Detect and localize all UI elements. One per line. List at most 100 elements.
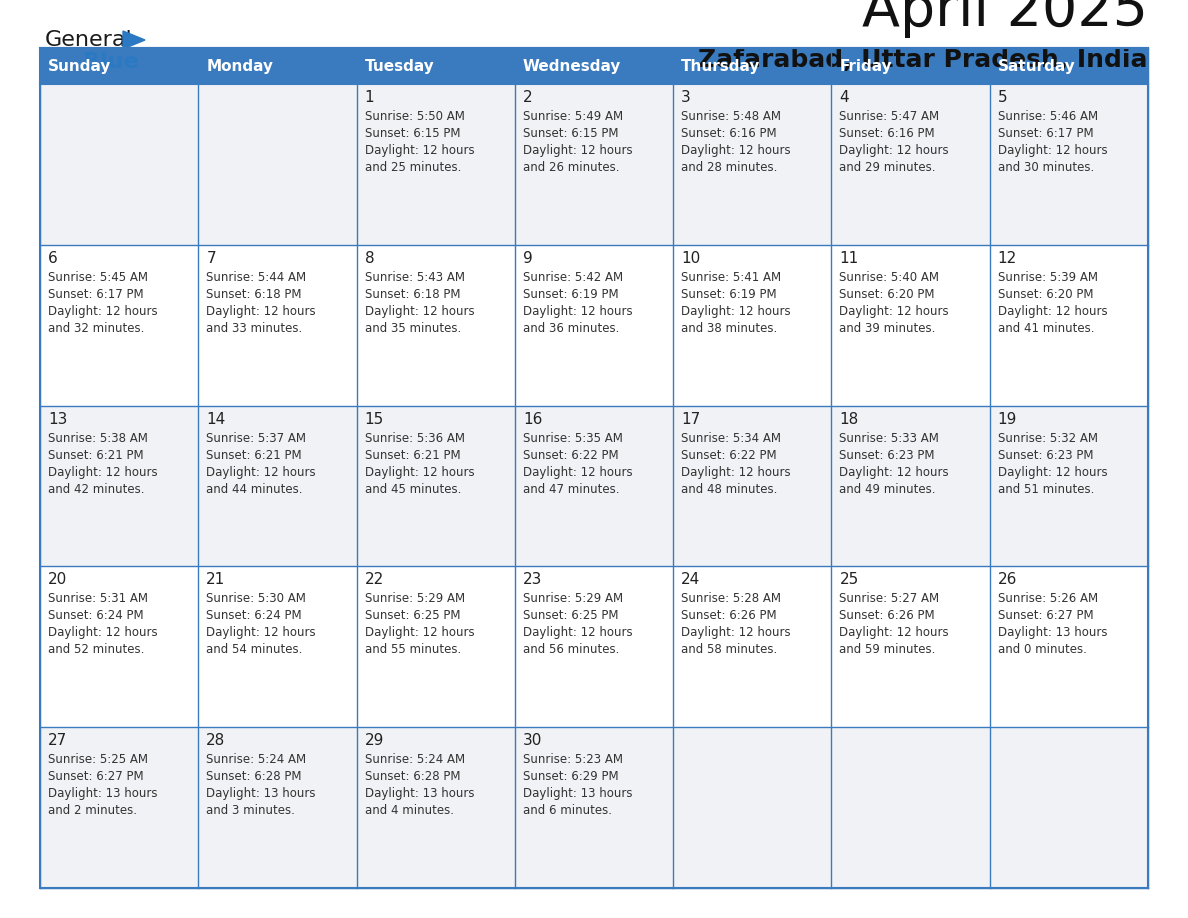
Bar bbox=[990, 48, 1148, 84]
Text: and 36 minutes.: and 36 minutes. bbox=[523, 322, 619, 335]
Text: and 41 minutes.: and 41 minutes. bbox=[998, 322, 1094, 335]
Text: Daylight: 12 hours: Daylight: 12 hours bbox=[998, 465, 1107, 478]
Text: 9: 9 bbox=[523, 251, 532, 266]
Text: Sunset: 6:28 PM: Sunset: 6:28 PM bbox=[365, 770, 460, 783]
Text: and 45 minutes.: and 45 minutes. bbox=[365, 483, 461, 496]
Text: 15: 15 bbox=[365, 411, 384, 427]
Text: Sunset: 6:24 PM: Sunset: 6:24 PM bbox=[207, 610, 302, 622]
Text: Blue: Blue bbox=[83, 52, 139, 72]
Text: Daylight: 12 hours: Daylight: 12 hours bbox=[840, 144, 949, 157]
Text: Sunrise: 5:44 AM: Sunrise: 5:44 AM bbox=[207, 271, 307, 284]
Text: and 58 minutes.: and 58 minutes. bbox=[681, 644, 777, 656]
Bar bbox=[514, 84, 674, 245]
Text: Sunrise: 5:45 AM: Sunrise: 5:45 AM bbox=[48, 271, 148, 284]
Text: and 54 minutes.: and 54 minutes. bbox=[207, 644, 303, 656]
Text: Sunrise: 5:39 AM: Sunrise: 5:39 AM bbox=[998, 271, 1098, 284]
Bar bbox=[40, 245, 198, 406]
Text: Sunrise: 5:24 AM: Sunrise: 5:24 AM bbox=[207, 753, 307, 767]
Text: Sunset: 6:17 PM: Sunset: 6:17 PM bbox=[998, 127, 1093, 140]
Text: 7: 7 bbox=[207, 251, 216, 266]
Text: Sunset: 6:20 PM: Sunset: 6:20 PM bbox=[840, 288, 935, 301]
Bar bbox=[198, 406, 356, 566]
Bar bbox=[40, 48, 198, 84]
Text: and 32 minutes.: and 32 minutes. bbox=[48, 322, 145, 335]
Text: 20: 20 bbox=[48, 573, 68, 588]
Text: Sunset: 6:22 PM: Sunset: 6:22 PM bbox=[681, 449, 777, 462]
Text: Sunset: 6:21 PM: Sunset: 6:21 PM bbox=[48, 449, 144, 462]
Text: Daylight: 13 hours: Daylight: 13 hours bbox=[207, 788, 316, 800]
Text: 25: 25 bbox=[840, 573, 859, 588]
Text: Sunset: 6:15 PM: Sunset: 6:15 PM bbox=[365, 127, 460, 140]
Text: and 56 minutes.: and 56 minutes. bbox=[523, 644, 619, 656]
Text: 12: 12 bbox=[998, 251, 1017, 266]
Text: and 59 minutes.: and 59 minutes. bbox=[840, 644, 936, 656]
Bar bbox=[674, 84, 832, 245]
Text: 27: 27 bbox=[48, 733, 68, 748]
Text: and 51 minutes.: and 51 minutes. bbox=[998, 483, 1094, 496]
Text: Sunrise: 5:47 AM: Sunrise: 5:47 AM bbox=[840, 110, 940, 123]
Text: Sunrise: 5:26 AM: Sunrise: 5:26 AM bbox=[998, 592, 1098, 605]
Text: Sunrise: 5:38 AM: Sunrise: 5:38 AM bbox=[48, 431, 147, 444]
Text: 8: 8 bbox=[365, 251, 374, 266]
Text: Daylight: 12 hours: Daylight: 12 hours bbox=[365, 465, 474, 478]
Text: Sunset: 6:24 PM: Sunset: 6:24 PM bbox=[48, 610, 144, 622]
Text: Sunset: 6:25 PM: Sunset: 6:25 PM bbox=[523, 610, 619, 622]
Bar bbox=[990, 84, 1148, 245]
Text: Daylight: 13 hours: Daylight: 13 hours bbox=[365, 788, 474, 800]
Text: 30: 30 bbox=[523, 733, 542, 748]
Text: Sunrise: 5:43 AM: Sunrise: 5:43 AM bbox=[365, 271, 465, 284]
Text: Sunday: Sunday bbox=[48, 59, 112, 73]
Text: Sunrise: 5:29 AM: Sunrise: 5:29 AM bbox=[523, 592, 623, 605]
Bar bbox=[356, 406, 514, 566]
Text: Daylight: 12 hours: Daylight: 12 hours bbox=[48, 626, 158, 640]
Text: Sunrise: 5:32 AM: Sunrise: 5:32 AM bbox=[998, 431, 1098, 444]
Text: and 3 minutes.: and 3 minutes. bbox=[207, 804, 295, 817]
Text: Sunrise: 5:40 AM: Sunrise: 5:40 AM bbox=[840, 271, 940, 284]
Text: Friday: Friday bbox=[840, 59, 892, 73]
Bar bbox=[198, 48, 356, 84]
Text: Sunset: 6:15 PM: Sunset: 6:15 PM bbox=[523, 127, 619, 140]
Text: 1: 1 bbox=[365, 90, 374, 105]
Text: Daylight: 13 hours: Daylight: 13 hours bbox=[523, 788, 632, 800]
Text: Daylight: 12 hours: Daylight: 12 hours bbox=[523, 144, 632, 157]
Text: 10: 10 bbox=[681, 251, 701, 266]
Text: Sunrise: 5:31 AM: Sunrise: 5:31 AM bbox=[48, 592, 148, 605]
Text: Sunset: 6:16 PM: Sunset: 6:16 PM bbox=[840, 127, 935, 140]
Text: and 44 minutes.: and 44 minutes. bbox=[207, 483, 303, 496]
Text: Daylight: 12 hours: Daylight: 12 hours bbox=[681, 144, 791, 157]
Text: and 38 minutes.: and 38 minutes. bbox=[681, 322, 777, 335]
Text: and 47 minutes.: and 47 minutes. bbox=[523, 483, 619, 496]
Text: Daylight: 12 hours: Daylight: 12 hours bbox=[207, 465, 316, 478]
Text: 19: 19 bbox=[998, 411, 1017, 427]
Text: Sunrise: 5:23 AM: Sunrise: 5:23 AM bbox=[523, 753, 623, 767]
Text: Sunrise: 5:27 AM: Sunrise: 5:27 AM bbox=[840, 592, 940, 605]
Text: Daylight: 12 hours: Daylight: 12 hours bbox=[48, 305, 158, 318]
Text: 14: 14 bbox=[207, 411, 226, 427]
Bar bbox=[990, 566, 1148, 727]
Bar bbox=[832, 48, 990, 84]
Bar bbox=[832, 727, 990, 888]
Text: and 0 minutes.: and 0 minutes. bbox=[998, 644, 1087, 656]
Text: Sunrise: 5:48 AM: Sunrise: 5:48 AM bbox=[681, 110, 782, 123]
Text: Tuesday: Tuesday bbox=[365, 59, 435, 73]
Bar bbox=[198, 727, 356, 888]
Text: and 52 minutes.: and 52 minutes. bbox=[48, 644, 145, 656]
Text: Sunset: 6:17 PM: Sunset: 6:17 PM bbox=[48, 288, 144, 301]
Text: Sunset: 6:21 PM: Sunset: 6:21 PM bbox=[207, 449, 302, 462]
Bar bbox=[832, 245, 990, 406]
Text: Saturday: Saturday bbox=[998, 59, 1075, 73]
Text: General: General bbox=[45, 30, 133, 50]
Bar bbox=[514, 245, 674, 406]
Text: 4: 4 bbox=[840, 90, 849, 105]
Text: Daylight: 12 hours: Daylight: 12 hours bbox=[365, 305, 474, 318]
Text: Daylight: 12 hours: Daylight: 12 hours bbox=[681, 305, 791, 318]
Text: Daylight: 12 hours: Daylight: 12 hours bbox=[207, 305, 316, 318]
Text: Sunset: 6:18 PM: Sunset: 6:18 PM bbox=[365, 288, 460, 301]
Text: Sunrise: 5:41 AM: Sunrise: 5:41 AM bbox=[681, 271, 782, 284]
Text: 5: 5 bbox=[998, 90, 1007, 105]
Text: Monday: Monday bbox=[207, 59, 273, 73]
Text: 21: 21 bbox=[207, 573, 226, 588]
Bar bbox=[674, 727, 832, 888]
Text: and 25 minutes.: and 25 minutes. bbox=[365, 161, 461, 174]
Text: Sunrise: 5:29 AM: Sunrise: 5:29 AM bbox=[365, 592, 465, 605]
